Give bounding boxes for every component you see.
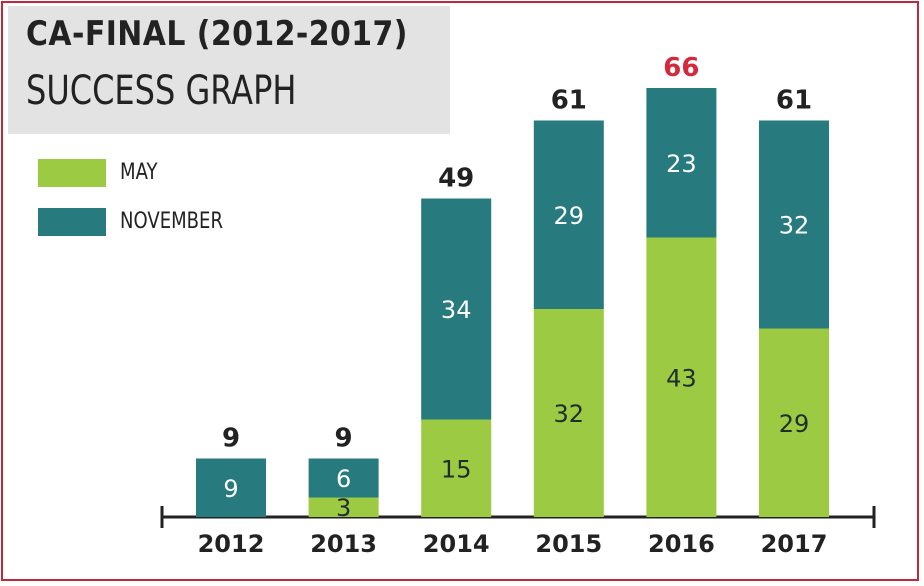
x-tick-label-2012: 2012: [198, 530, 265, 558]
bar-label-may-2016: 43: [666, 364, 697, 392]
bar-total-2014: 49: [438, 164, 474, 194]
bar-may-2014: [421, 419, 492, 517]
chart-subtitle: SUCCESS GRAPH: [26, 68, 297, 114]
bar-may-2016: [646, 237, 717, 517]
bar-november-2017: [759, 120, 829, 329]
bar-label-may-2015: 32: [554, 400, 585, 428]
bar-total-2013: 9: [335, 424, 353, 454]
bar-label-may-2014: 15: [441, 455, 472, 483]
title-panel: [8, 6, 450, 134]
legend-label-november: NOVEMBER: [120, 209, 223, 234]
bar-label-november-2015: 29: [554, 202, 585, 230]
bar-november-2012: [196, 458, 266, 517]
x-tick-label-2017: 2017: [761, 530, 828, 558]
bar-total-2017: 61: [776, 86, 812, 116]
bar-november-2013: [308, 458, 379, 498]
x-tick-label-2015: 2015: [535, 530, 602, 558]
legend-label-may: MAY: [120, 160, 158, 185]
bar-label-november-2014: 34: [441, 296, 472, 324]
legend-swatch-november: [38, 208, 106, 236]
bar-total-2016: 66: [663, 53, 699, 83]
x-tick-label-2014: 2014: [423, 530, 490, 558]
bar-label-november-2012: 9: [223, 475, 238, 503]
bar-label-may-2017: 29: [779, 410, 810, 438]
bar-november-2014: [421, 198, 492, 420]
chart-title: CA-FINAL (2012-2017): [26, 14, 408, 54]
bar-total-2015: 61: [551, 86, 587, 116]
bar-label-november-2013: 6: [336, 465, 351, 493]
bar-may-2015: [533, 309, 604, 517]
bar-total-2012: 9: [222, 424, 240, 454]
bar-may-2013: [308, 497, 379, 517]
bar-november-2015: [533, 120, 604, 309]
x-tick-label-2016: 2016: [648, 530, 715, 558]
legend-swatch-may: [38, 159, 106, 187]
x-tick-label-2013: 2013: [310, 530, 377, 558]
bar-label-may-2013: 3: [336, 494, 351, 522]
bar-label-november-2017: 32: [779, 212, 810, 240]
bar-november-2016: [646, 88, 717, 238]
bar-may-2017: [759, 328, 829, 517]
bar-label-november-2016: 23: [666, 150, 697, 178]
